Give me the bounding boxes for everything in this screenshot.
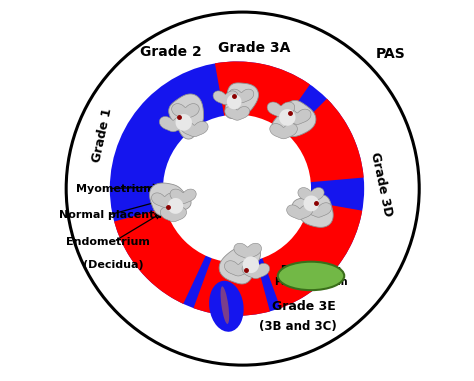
Polygon shape bbox=[172, 104, 199, 119]
Polygon shape bbox=[152, 193, 178, 207]
Text: Normal placenta: Normal placenta bbox=[59, 210, 162, 220]
Polygon shape bbox=[234, 243, 262, 258]
Polygon shape bbox=[292, 194, 333, 227]
Wedge shape bbox=[114, 202, 216, 304]
Polygon shape bbox=[267, 102, 295, 117]
Polygon shape bbox=[305, 203, 332, 217]
Polygon shape bbox=[169, 94, 203, 139]
Polygon shape bbox=[160, 207, 186, 222]
Polygon shape bbox=[283, 109, 311, 124]
Text: PAS: PAS bbox=[376, 47, 406, 61]
Wedge shape bbox=[193, 235, 270, 316]
Polygon shape bbox=[181, 122, 208, 137]
Polygon shape bbox=[298, 187, 324, 202]
Polygon shape bbox=[287, 205, 313, 219]
Polygon shape bbox=[213, 91, 238, 105]
Text: Grade 3D: Grade 3D bbox=[368, 151, 394, 218]
Polygon shape bbox=[159, 117, 187, 132]
Polygon shape bbox=[227, 94, 242, 109]
Wedge shape bbox=[215, 61, 310, 148]
Polygon shape bbox=[242, 263, 270, 279]
Polygon shape bbox=[170, 189, 196, 203]
Wedge shape bbox=[272, 99, 364, 184]
Polygon shape bbox=[225, 261, 252, 276]
Ellipse shape bbox=[220, 287, 229, 324]
Polygon shape bbox=[279, 109, 295, 126]
Polygon shape bbox=[303, 195, 319, 211]
Polygon shape bbox=[270, 123, 297, 139]
Text: (3B and 3C): (3B and 3C) bbox=[259, 320, 337, 333]
Polygon shape bbox=[168, 198, 183, 214]
Polygon shape bbox=[219, 247, 261, 284]
Text: Grade 2: Grade 2 bbox=[140, 45, 201, 59]
Polygon shape bbox=[225, 83, 258, 118]
Circle shape bbox=[163, 115, 311, 263]
Polygon shape bbox=[149, 183, 191, 216]
Polygon shape bbox=[243, 256, 259, 273]
Text: Endometrium: Endometrium bbox=[66, 237, 150, 247]
Polygon shape bbox=[229, 89, 254, 103]
Ellipse shape bbox=[278, 262, 344, 290]
Text: Grade 3E: Grade 3E bbox=[272, 300, 335, 313]
Text: (Decidua): (Decidua) bbox=[83, 259, 144, 269]
Polygon shape bbox=[175, 114, 192, 131]
Polygon shape bbox=[272, 101, 316, 136]
Polygon shape bbox=[225, 107, 250, 120]
Text: Grade 1: Grade 1 bbox=[90, 107, 114, 164]
Text: Myometrium: Myometrium bbox=[76, 184, 155, 194]
Circle shape bbox=[110, 61, 364, 316]
Wedge shape bbox=[254, 197, 362, 308]
Ellipse shape bbox=[209, 281, 244, 332]
Text: Grade 3A: Grade 3A bbox=[218, 41, 290, 55]
Text: Bladder or
Parametrium: Bladder or Parametrium bbox=[274, 265, 348, 287]
